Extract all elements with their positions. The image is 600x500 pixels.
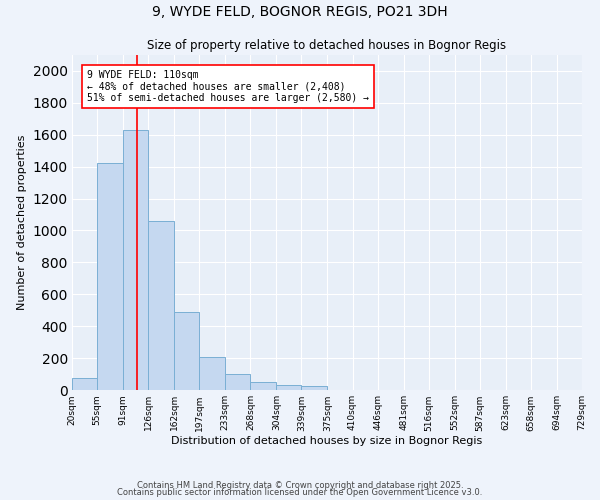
Y-axis label: Number of detached properties: Number of detached properties [17,135,27,310]
Text: 9 WYDE FELD: 110sqm
← 48% of detached houses are smaller (2,408)
51% of semi-det: 9 WYDE FELD: 110sqm ← 48% of detached ho… [88,70,370,103]
Bar [301,386,328,390]
Bar [276,385,301,390]
Text: 9, WYDE FELD, BOGNOR REGIS, PO21 3DH: 9, WYDE FELD, BOGNOR REGIS, PO21 3DH [152,5,448,19]
Bar [174,312,199,390]
Bar [225,374,250,390]
Text: Contains public sector information licensed under the Open Government Licence v3: Contains public sector information licen… [118,488,482,497]
Bar [250,382,276,390]
Bar [148,221,174,390]
X-axis label: Distribution of detached houses by size in Bognor Regis: Distribution of detached houses by size … [172,436,482,446]
Text: Contains HM Land Registry data © Crown copyright and database right 2025.: Contains HM Land Registry data © Crown c… [137,480,463,490]
Bar [123,130,148,390]
Bar [199,356,225,390]
Title: Size of property relative to detached houses in Bognor Regis: Size of property relative to detached ho… [148,40,506,52]
Bar [72,378,97,390]
Bar [97,164,123,390]
